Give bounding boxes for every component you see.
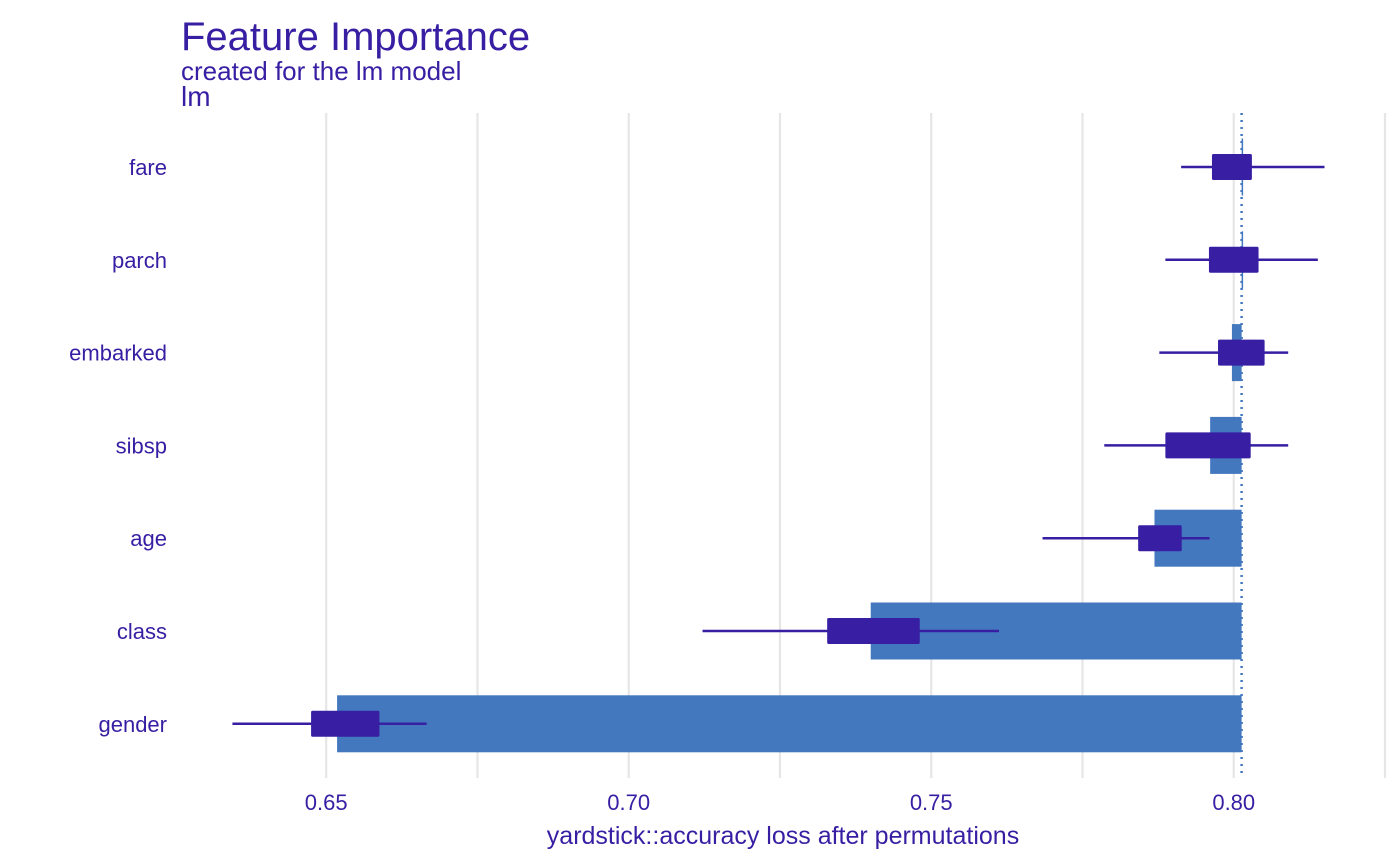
x-tick-label: 0.80 <box>1212 790 1255 815</box>
y-label-sibsp: sibsp <box>116 433 167 458</box>
x-tick-label: 0.65 <box>305 790 348 815</box>
bar-gender <box>337 695 1242 753</box>
box-class <box>827 618 920 644</box>
box-parch <box>1208 246 1259 273</box>
facet-label: lm <box>181 81 211 112</box>
y-label-fare: fare <box>129 155 167 180</box>
x-axis-title: yardstick::accuracy loss after permutati… <box>547 822 1019 850</box>
y-axis-labels: fare parch embarked sibsp age class gender <box>69 155 167 737</box>
box-embarked <box>1218 339 1265 366</box>
y-label-embarked: embarked <box>69 341 167 366</box>
x-axis-ticks: 0.65 0.70 0.75 0.80 <box>305 790 1255 815</box>
box-gender <box>311 710 380 737</box>
y-label-class: class <box>117 619 167 644</box>
y-label-parch: parch <box>112 248 167 273</box>
grid-layer <box>325 113 1387 778</box>
x-tick-label: 0.75 <box>910 790 953 815</box>
boxplot-layer <box>232 154 1325 737</box>
box-age <box>1138 525 1182 552</box>
y-label-gender: gender <box>98 712 167 737</box>
box-sibsp <box>1165 432 1251 459</box>
chart-subtitle: created for the lm model <box>181 56 461 86</box>
box-fare <box>1211 154 1252 180</box>
y-label-age: age <box>130 526 167 551</box>
chart-title: Feature Importance <box>181 15 530 59</box>
x-tick-label: 0.70 <box>607 790 650 815</box>
